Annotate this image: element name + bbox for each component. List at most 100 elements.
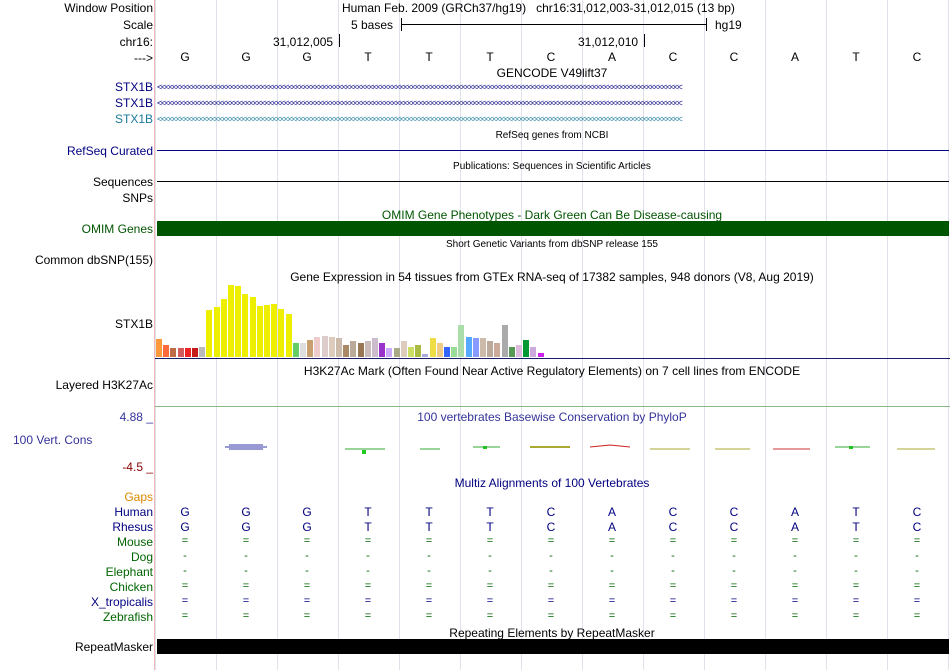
- gtex-tissue-bar[interactable]: [516, 345, 522, 357]
- multiz-species-label-dog[interactable]: Dog: [130, 550, 153, 564]
- gtex-tissue-bar[interactable]: [364, 341, 371, 357]
- multiz-cell: A: [607, 505, 617, 519]
- multiz-cell: =: [791, 535, 799, 547]
- gtex-tissue-bar[interactable]: [271, 304, 278, 357]
- dbsnp-label[interactable]: Common dbSNP(155): [34, 253, 153, 267]
- gtex-tissue-bar[interactable]: [213, 307, 220, 357]
- gtex-tissue-bar[interactable]: [264, 305, 270, 357]
- gtex-tissue-bar[interactable]: [393, 348, 400, 357]
- gtex-bar-chart[interactable]: [156, 285, 544, 357]
- multiz-cell: =: [486, 595, 494, 607]
- omim-label[interactable]: OMIM Genes: [81, 222, 153, 236]
- gtex-tissue-bar[interactable]: [408, 347, 414, 357]
- gtex-tissue-bar[interactable]: [184, 348, 191, 357]
- gtex-tissue-bar[interactable]: [472, 338, 479, 357]
- multiz-species-label-chicken[interactable]: Chicken: [109, 580, 153, 594]
- gtex-tissue-bar[interactable]: [156, 339, 162, 357]
- gtex-tissue-bar[interactable]: [199, 347, 206, 357]
- gtex-tissue-bar[interactable]: [192, 348, 198, 357]
- sequences-feature[interactable]: [157, 181, 949, 182]
- gtex-tissue-bar[interactable]: [523, 340, 530, 357]
- gtex-tissue-bar[interactable]: [372, 338, 378, 357]
- gtex-tissue-bar[interactable]: [307, 340, 314, 357]
- gtex-tissue-bar[interactable]: [508, 347, 515, 357]
- gtex-tissue-bar[interactable]: [235, 286, 242, 357]
- gtex-tissue-bar[interactable]: [386, 348, 393, 357]
- gtex-tissue-bar[interactable]: [429, 338, 436, 357]
- multiz-species-label-gaps[interactable]: Gaps: [124, 490, 153, 504]
- gencode-label-2[interactable]: STX1B: [114, 96, 153, 110]
- gtex-tissue-bar[interactable]: [379, 343, 386, 357]
- gtex-tissue-bar[interactable]: [242, 294, 249, 357]
- gtex-tissue-bar[interactable]: [480, 338, 486, 357]
- sequences-label[interactable]: Sequences: [92, 175, 153, 189]
- h3k27ac-label[interactable]: Layered H3K27Ac: [55, 378, 153, 392]
- multiz-species-label-human[interactable]: Human: [114, 505, 153, 519]
- gencode-feature-3[interactable]: <<<<<<<<<<<<<<<<<<<<<<<<<<<<<<<<<<<<<<<<…: [157, 114, 683, 124]
- gtex-tissue-bar[interactable]: [451, 347, 458, 357]
- gtex-tissue-bar[interactable]: [357, 343, 364, 357]
- gtex-tissue-bar[interactable]: [465, 337, 472, 357]
- gencode-label-3[interactable]: STX1B: [114, 112, 153, 126]
- conservation-plot[interactable]: [155, 440, 950, 460]
- multiz-cell: =: [852, 595, 860, 607]
- gtex-tissue-bar[interactable]: [436, 343, 443, 357]
- gtex-baseline: [155, 358, 950, 359]
- gtex-tissue-bar[interactable]: [206, 310, 213, 357]
- gtex-tissue-bar[interactable]: [444, 347, 450, 357]
- base-4: T: [364, 50, 372, 64]
- gtex-tissue-bar[interactable]: [300, 343, 306, 357]
- gtex-tissue-bar[interactable]: [170, 348, 177, 357]
- window-position-label: Window Position: [64, 1, 153, 15]
- multiz-species-label-x-tropicalis[interactable]: X_tropicalis: [90, 595, 153, 609]
- gtex-tissue-bar[interactable]: [400, 341, 407, 357]
- repeatmasker-feature[interactable]: [157, 639, 949, 654]
- gtex-tissue-bar[interactable]: [292, 343, 299, 357]
- gtex-tissue-bar[interactable]: [336, 338, 342, 357]
- multiz-cell: G: [302, 520, 312, 534]
- gtex-tissue-bar[interactable]: [530, 347, 537, 357]
- gtex-tissue-bar[interactable]: [314, 337, 321, 357]
- gtex-tissue-bar[interactable]: [285, 314, 292, 357]
- gtex-tissue-bar[interactable]: [220, 299, 227, 357]
- conservation-label[interactable]: 100 Vert. Cons: [13, 433, 93, 447]
- gtex-tissue-bar[interactable]: [350, 341, 357, 357]
- multiz-species-label-zebrafish[interactable]: Zebrafish: [102, 610, 153, 624]
- multiz-cell: =: [242, 580, 250, 592]
- multiz-cell: =: [913, 595, 921, 607]
- multiz-cell: =: [181, 595, 189, 607]
- multiz-cell: =: [425, 580, 433, 592]
- multiz-species-label-rhesus[interactable]: Rhesus: [112, 520, 153, 534]
- gtex-tissue-bar[interactable]: [321, 336, 328, 357]
- gtex-tissue-bar[interactable]: [422, 354, 429, 357]
- refseq-label[interactable]: RefSeq Curated: [66, 144, 153, 158]
- repeatmasker-label[interactable]: RepeatMasker: [74, 640, 153, 654]
- gencode-label-1[interactable]: STX1B: [114, 80, 153, 94]
- gtex-tissue-bar[interactable]: [228, 285, 234, 357]
- gtex-tissue-bar[interactable]: [278, 309, 285, 357]
- gtex-tissue-bar[interactable]: [537, 353, 544, 357]
- multiz-cell: =: [730, 580, 738, 592]
- gtex-tissue-bar[interactable]: [249, 297, 256, 357]
- gtex-tissue-bar[interactable]: [458, 325, 465, 357]
- gtex-tissue-bar[interactable]: [487, 341, 494, 357]
- multiz-species-label-elephant[interactable]: Elephant: [105, 565, 153, 579]
- gtex-tissue-bar[interactable]: [163, 345, 170, 357]
- gtex-tissue-bar[interactable]: [177, 348, 184, 357]
- gtex-tissue-bar[interactable]: [494, 343, 501, 357]
- snps-label[interactable]: SNPs: [122, 191, 153, 205]
- image-left-border: [154, 0, 155, 670]
- dbsnp-title: Short Genetic Variants from dbSNP releas…: [446, 239, 658, 250]
- gtex-tissue-bar[interactable]: [415, 345, 422, 357]
- gencode-feature-1[interactable]: <<<<<<<<<<<<<<<<<<<<<<<<<<<<<<<<<<<<<<<<…: [157, 82, 683, 92]
- gencode-feature-2[interactable]: <<<<<<<<<<<<<<<<<<<<<<<<<<<<<<<<<<<<<<<<…: [157, 98, 683, 108]
- gtex-tissue-bar[interactable]: [256, 306, 263, 357]
- multiz-species-label-mouse[interactable]: Mouse: [116, 535, 153, 549]
- gtex-tissue-bar[interactable]: [343, 345, 350, 357]
- gtex-label[interactable]: STX1B: [114, 317, 153, 331]
- multiz-cell: C: [546, 520, 556, 534]
- omim-feature[interactable]: [157, 221, 949, 236]
- refseq-feature[interactable]: [157, 150, 949, 151]
- gtex-tissue-bar[interactable]: [501, 325, 508, 357]
- gtex-tissue-bar[interactable]: [328, 337, 335, 357]
